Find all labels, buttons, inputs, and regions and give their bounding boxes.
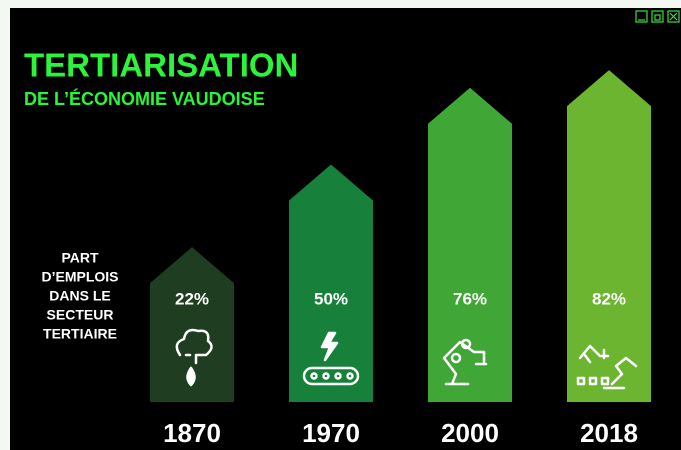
y-label: D’EMPLOIS — [41, 269, 118, 285]
value-label: 76% — [453, 289, 487, 308]
y-label: SECTEUR — [47, 307, 114, 323]
x-tick-label: 1970 — [302, 418, 360, 448]
icons — [175, 328, 638, 390]
arrow-bar — [289, 164, 373, 402]
x-tick-label: 2018 — [580, 418, 638, 448]
value-label: 22% — [175, 289, 209, 308]
arrow-bar — [567, 70, 651, 402]
arrow-bar — [150, 247, 234, 402]
subtitle: DE L’ÉCONOMIE VAUDOISE — [24, 88, 265, 109]
y-label: PART — [61, 250, 99, 266]
x-tick-label: 1870 — [163, 418, 221, 448]
y-label: TERTIAIRE — [43, 326, 117, 342]
y-label: DANS LE — [49, 288, 110, 304]
x-tick-label: 2000 — [441, 418, 499, 448]
value-label: 50% — [314, 289, 348, 308]
window-controls — [635, 10, 680, 23]
title: TERTIARISATION — [24, 47, 298, 84]
value-label: 82% — [592, 289, 626, 308]
arrow-bar — [428, 87, 512, 403]
